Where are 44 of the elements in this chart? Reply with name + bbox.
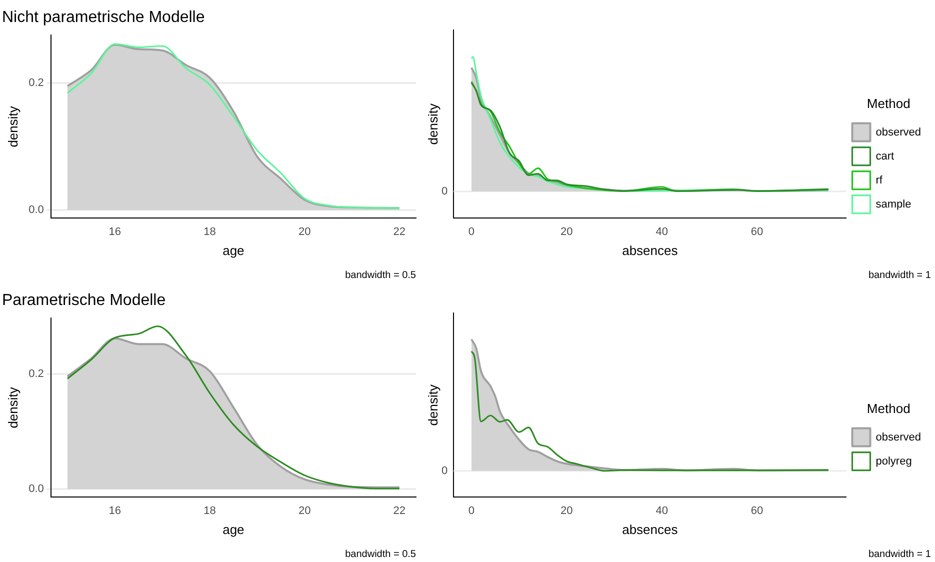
x-tick-label: 16 bbox=[108, 226, 122, 238]
x-tick-label: 0 bbox=[468, 504, 475, 517]
x-tick-label: 40 bbox=[656, 226, 668, 238]
y-axis-title: density bbox=[425, 384, 440, 426]
x-tick-label: 20 bbox=[560, 504, 573, 517]
y-axis-title: density bbox=[5, 386, 20, 428]
x-tick-label: 60 bbox=[750, 226, 764, 238]
x-axis-title: age bbox=[222, 242, 244, 258]
y-tick-label: 0.2 bbox=[28, 76, 44, 89]
legend-label: cart bbox=[876, 150, 894, 162]
legend-label: sample bbox=[876, 198, 912, 210]
y-tick-label: 0.2 bbox=[28, 368, 44, 380]
text: bandwidth = 1 bbox=[868, 270, 932, 281]
legend-label: rf bbox=[876, 174, 884, 186]
legend-label: observed bbox=[876, 126, 922, 138]
x-tick-label: 18 bbox=[204, 226, 216, 238]
y-tick-label: 0.0 bbox=[28, 204, 44, 216]
legend-label: observed bbox=[876, 431, 922, 444]
x-tick-label: 60 bbox=[750, 504, 764, 517]
chart-title: Parametrische Modelle bbox=[2, 292, 166, 310]
x-tick-label: 20 bbox=[298, 226, 311, 238]
ref-line-label: 0 bbox=[441, 464, 448, 477]
chart-title: Nicht parametrische Modelle bbox=[2, 9, 205, 26]
x-tick-label: 16 bbox=[108, 504, 122, 517]
legend-title: Method bbox=[866, 400, 910, 416]
x-axis-title: absences bbox=[622, 522, 678, 537]
x-tick-label: 22 bbox=[393, 226, 406, 238]
legend-label: polyreg bbox=[876, 455, 912, 468]
x-axis-title: absences bbox=[622, 242, 678, 258]
text: bandwidth = 0.5 bbox=[345, 548, 416, 560]
x-tick-label: 18 bbox=[204, 504, 216, 517]
y-axis-title: density bbox=[425, 103, 440, 145]
x-axis-title: age bbox=[222, 522, 244, 537]
y-axis-title: density bbox=[5, 106, 20, 148]
y-tick-label: 0.0 bbox=[28, 483, 44, 496]
text: bandwidth = 0.5 bbox=[345, 270, 416, 281]
x-tick-label: 20 bbox=[298, 504, 311, 517]
x-tick-label: 40 bbox=[656, 504, 668, 517]
ref-line-label: 0 bbox=[441, 185, 448, 198]
x-tick-label: 22 bbox=[393, 504, 406, 517]
text: bandwidth = 1 bbox=[868, 548, 932, 560]
legend-title: Method bbox=[866, 96, 910, 111]
x-tick-label: 0 bbox=[468, 226, 475, 238]
x-tick-label: 20 bbox=[560, 226, 573, 238]
